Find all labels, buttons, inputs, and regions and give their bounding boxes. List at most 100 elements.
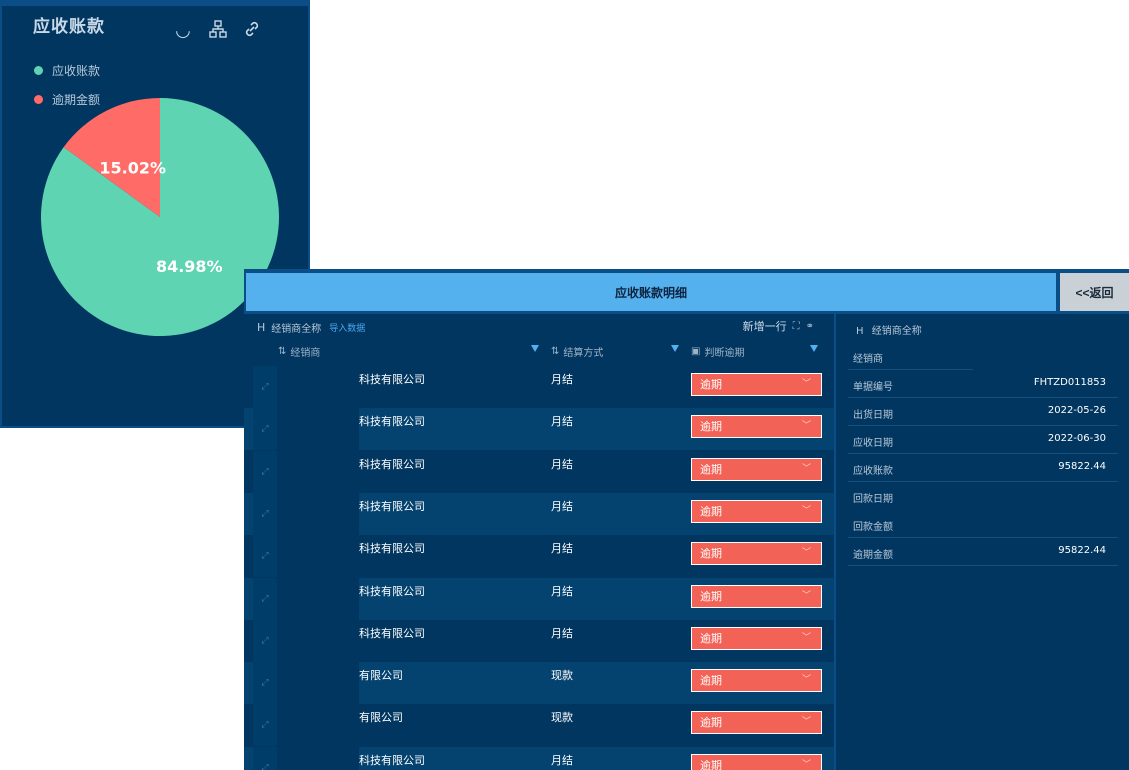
filter-icon[interactable]: [810, 345, 818, 352]
form-field[interactable]: 回款日期: [848, 482, 1118, 510]
table-row[interactable]: ⤢ 有限公司 现款 逾期 ﹀: [244, 662, 834, 704]
form-field-label: 回款日期: [853, 490, 893, 505]
masked-cell: [277, 451, 359, 493]
settle-method: 月结: [551, 456, 573, 472]
settle-method: 月结: [551, 413, 573, 429]
overdue-value: 逾期: [700, 674, 722, 687]
row-link-icon[interactable]: ⤢: [253, 704, 277, 746]
dealer-name: 科技有限公司: [359, 456, 425, 472]
overdue-select[interactable]: 逾期 ﹀: [691, 500, 822, 523]
checkbox-icon: ▣: [691, 346, 700, 357]
table-row[interactable]: ⤢ 有限公司 现款 逾期 ﹀: [244, 704, 834, 746]
form-field-value: 2022-05-26: [1048, 405, 1106, 416]
h-label: H: [257, 321, 265, 334]
pie-slice-label: 15.02%: [99, 159, 166, 178]
table-row[interactable]: ⤢ 科技有限公司 月结 逾期 ﹀: [244, 493, 834, 535]
settle-method: 月结: [551, 752, 573, 768]
add-row-button[interactable]: 新增一行: [743, 318, 787, 334]
overdue-select[interactable]: 逾期 ﹀: [691, 373, 822, 396]
column-dealer[interactable]: ⇅ 经销商: [278, 344, 320, 359]
form-title-label: 经销商全称: [872, 326, 922, 337]
chevron-down-icon: ﹀: [802, 416, 811, 437]
overdue-value: 逾期: [700, 759, 722, 770]
chevron-down-icon: ﹀: [802, 543, 811, 564]
form-field[interactable]: 应收账款 95822.44: [848, 454, 1118, 482]
masked-cell: [277, 493, 359, 535]
chevron-down-icon: ﹀: [802, 670, 811, 691]
masked-cell: [277, 366, 359, 408]
table-row[interactable]: ⤢ 科技有限公司 月结 逾期 ﹀: [244, 535, 834, 577]
table-header: ⇅ 经销商 ⇅ 结算方式 ▣ 判断逾期: [244, 342, 834, 362]
overdue-select[interactable]: 逾期 ﹀: [691, 711, 822, 734]
form-field[interactable]: 单据编号 FHTZD011853: [848, 370, 1118, 398]
form-field-label: 单据编号: [853, 378, 893, 393]
chevron-down-icon: ﹀: [802, 755, 811, 770]
form-field-value: 95822.44: [1058, 461, 1106, 472]
overdue-select[interactable]: 逾期 ﹀: [691, 458, 822, 481]
table-row[interactable]: ⤢ 科技有限公司 月结 逾期 ﹀: [244, 451, 834, 493]
masked-cell: [277, 620, 359, 662]
row-link-icon[interactable]: ⤢: [253, 408, 277, 450]
dealer-name: 有限公司: [359, 709, 403, 725]
form-field-label: 回款金额: [853, 518, 893, 533]
sort-icon: ⇅: [278, 346, 286, 357]
row-link-icon[interactable]: ⤢: [253, 535, 277, 577]
overdue-value: 逾期: [700, 378, 722, 391]
column-label: 经销商: [290, 344, 320, 359]
overdue-select[interactable]: 逾期 ﹀: [691, 627, 822, 650]
form-field[interactable]: 经销商: [848, 342, 973, 370]
row-link-icon[interactable]: ⤢: [253, 662, 277, 704]
settle-method: 月结: [551, 625, 573, 641]
row-link-icon[interactable]: ⤢: [253, 620, 277, 662]
row-link-icon[interactable]: ⤢: [253, 451, 277, 493]
overdue-select[interactable]: 逾期 ﹀: [691, 585, 822, 608]
overdue-value: 逾期: [700, 590, 722, 603]
overdue-value: 逾期: [700, 547, 722, 560]
form-field[interactable]: 回款金额: [848, 510, 1118, 538]
form-field[interactable]: 逾期金额 95822.44: [848, 538, 1118, 566]
row-link-icon[interactable]: ⤢: [253, 747, 277, 770]
table-row[interactable]: ⤢ 科技有限公司 月结 逾期 ﹀: [244, 578, 834, 620]
column-judge[interactable]: ▣ 判断逾期: [691, 344, 744, 359]
form-field[interactable]: 应收日期 2022-06-30: [848, 426, 1118, 454]
back-button[interactable]: <<返回: [1060, 273, 1129, 311]
filter-icon[interactable]: [531, 345, 539, 352]
dealer-name: 科技有限公司: [359, 583, 425, 599]
column-settle[interactable]: ⇅ 结算方式: [551, 344, 603, 359]
overdue-select[interactable]: 逾期 ﹀: [691, 754, 822, 770]
overdue-value: 逾期: [700, 420, 722, 433]
row-link-icon[interactable]: ⤢: [253, 493, 277, 535]
table-row[interactable]: ⤢ 科技有限公司 月结 逾期 ﹀: [244, 366, 834, 408]
dealer-name: 科技有限公司: [359, 752, 425, 768]
section-label: 经销商全称: [271, 320, 321, 335]
link-icon[interactable]: ⚭: [806, 321, 814, 332]
row-link-icon[interactable]: ⤢: [253, 366, 277, 408]
filter-icon[interactable]: [671, 345, 679, 352]
form-field-label: 逾期金额: [853, 546, 893, 561]
overdue-select[interactable]: 逾期 ﹀: [691, 669, 822, 692]
import-data-link[interactable]: 导入数据: [329, 321, 365, 334]
form-field[interactable]: 出货日期 2022-05-26: [848, 398, 1118, 426]
settle-method: 月结: [551, 583, 573, 599]
overdue-value: 逾期: [700, 632, 722, 645]
overdue-select[interactable]: 逾期 ﹀: [691, 542, 822, 565]
form-field-label: 出货日期: [853, 406, 893, 421]
masked-cell: [277, 747, 359, 770]
chevron-down-icon: ﹀: [802, 374, 811, 395]
overdue-select[interactable]: 逾期 ﹀: [691, 415, 822, 438]
dealer-name: 有限公司: [359, 667, 403, 683]
settle-method: 现款: [551, 667, 573, 683]
overdue-value: 逾期: [700, 505, 722, 518]
dealer-name: 科技有限公司: [359, 625, 425, 641]
row-link-icon[interactable]: ⤢: [253, 578, 277, 620]
hierarchy-icon[interactable]: ⛶: [793, 321, 800, 332]
table-row[interactable]: ⤢ 科技有限公司 月结 逾期 ﹀: [244, 620, 834, 662]
table-row[interactable]: ⤢ 科技有限公司 月结 逾期 ﹀: [244, 408, 834, 450]
table-row[interactable]: ⤢ 科技有限公司 月结 逾期 ﹀: [244, 747, 834, 770]
column-label: 结算方式: [563, 344, 603, 359]
masked-cell: [277, 408, 359, 450]
chevron-down-icon: ﹀: [802, 501, 811, 522]
dealer-name: 科技有限公司: [359, 540, 425, 556]
settle-method: 月结: [551, 498, 573, 514]
detail-form: H 经销商全称 经销商 单据编号 FHTZD011853 出货日期 2022-05-26…: [848, 314, 1118, 770]
